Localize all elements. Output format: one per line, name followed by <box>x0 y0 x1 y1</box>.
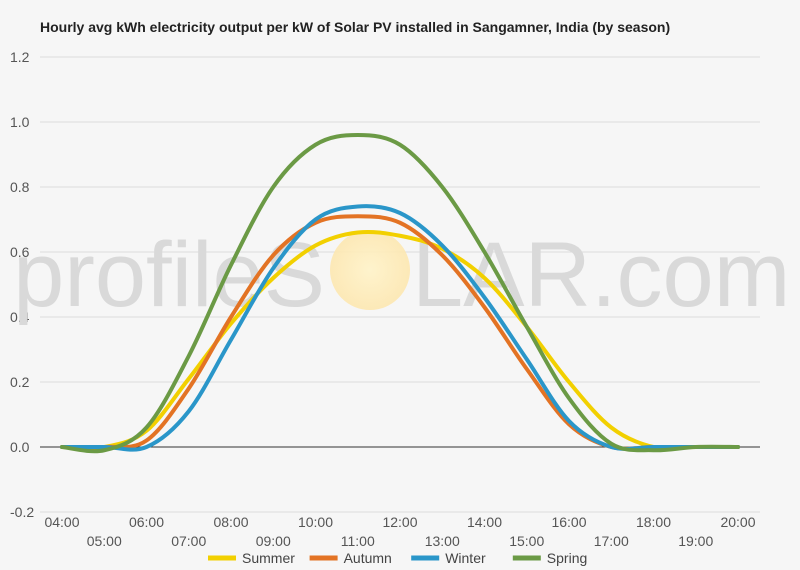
x-tick-label: 04:00 <box>44 514 79 530</box>
legend-label-winter: Winter <box>445 550 486 566</box>
x-tick-label: 05:00 <box>87 533 122 549</box>
series-line-summer <box>60 229 740 451</box>
x-tick-label: 20:00 <box>720 514 755 530</box>
series-line-spring <box>60 133 740 454</box>
y-tick-label: 0.0 <box>10 439 30 455</box>
x-tick-label: 08:00 <box>213 514 248 530</box>
y-tick-label: 0.6 <box>10 244 30 260</box>
y-tick-label: 1.2 <box>10 49 30 65</box>
x-tick-label: 09:00 <box>256 533 291 549</box>
watermark-text-left: profileS <box>13 224 325 326</box>
legend-label-autumn: Autumn <box>344 550 392 566</box>
y-tick-label: 0.8 <box>10 179 30 195</box>
y-tick-label: 1.0 <box>10 114 30 130</box>
x-tick-label: 10:00 <box>298 514 333 530</box>
x-tick-label: 17:00 <box>594 533 629 549</box>
y-tick-label: 0.4 <box>10 309 30 325</box>
x-tick-label: 06:00 <box>129 514 164 530</box>
x-tick-label: 16:00 <box>551 514 586 530</box>
x-tick-label: 11:00 <box>341 533 375 549</box>
legend-label-summer: Summer <box>242 550 295 566</box>
chart-title: Hourly avg kWh electricity output per kW… <box>40 19 671 35</box>
x-tick-label: 13:00 <box>425 533 460 549</box>
x-tick-label: 18:00 <box>636 514 671 530</box>
y-tick-label: -0.2 <box>10 504 34 520</box>
watermark-text-right: LAR.com <box>412 224 790 326</box>
x-tick-label: 07:00 <box>171 533 206 549</box>
x-tick-label: 14:00 <box>467 514 502 530</box>
x-tick-label: 19:00 <box>678 533 713 549</box>
x-tick-label: 12:00 <box>382 514 417 530</box>
y-tick-label: 0.2 <box>10 374 30 390</box>
legend-label-spring: Spring <box>547 550 587 566</box>
watermark-sun <box>330 230 410 310</box>
x-tick-label: 15:00 <box>509 533 544 549</box>
